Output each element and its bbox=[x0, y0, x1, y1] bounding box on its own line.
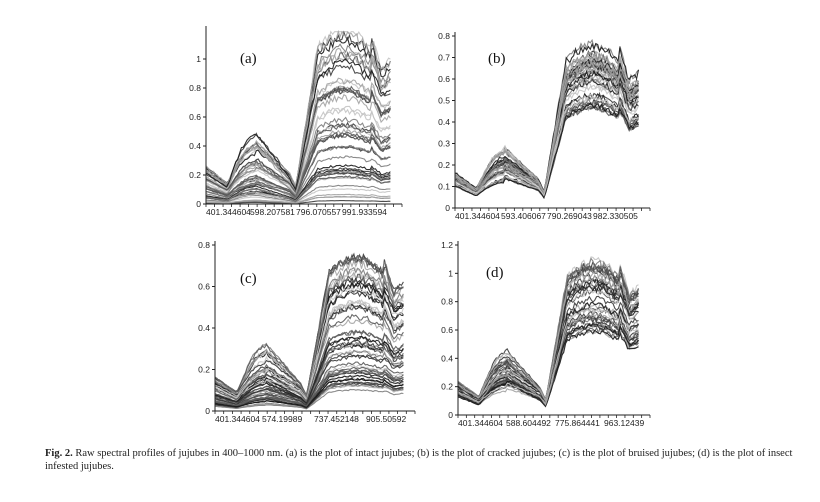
y-tick-label: 0.6 bbox=[441, 325, 453, 335]
y-tick-label: 1 bbox=[448, 268, 453, 278]
x-tick-label: 737.452148 bbox=[314, 414, 359, 424]
panel-label: (d) bbox=[486, 265, 504, 281]
x-tick-label: 401.344604 bbox=[458, 418, 503, 428]
x-tick-label: 588.604492 bbox=[506, 418, 551, 428]
y-tick-label: 0 bbox=[196, 199, 201, 209]
y-tick-label: 0.6 bbox=[189, 112, 201, 122]
y-tick-label: 0.8 bbox=[189, 83, 201, 93]
spectral-curve bbox=[205, 188, 391, 204]
spectral-curve bbox=[205, 85, 391, 194]
spectral-curve bbox=[454, 42, 640, 193]
x-tick-label: 574.19989 bbox=[262, 414, 302, 424]
y-tick-label: 0.8 bbox=[198, 240, 210, 250]
spectral-curve bbox=[205, 30, 391, 189]
spectral-curve bbox=[214, 298, 404, 402]
y-tick-label: 0.2 bbox=[438, 160, 450, 170]
x-tick-label: 963.12439 bbox=[604, 418, 644, 428]
panel-d: 0 0.2 0.4 0.6 0.8 1 1.2 401.344604 588.604492 775… bbox=[441, 240, 651, 428]
spectral-curve bbox=[215, 313, 404, 403]
x-tick-label: 982.330505 bbox=[593, 211, 638, 221]
panel-label: (a) bbox=[240, 51, 257, 67]
x-tick-label: 991.933594 bbox=[342, 207, 387, 217]
spectral-curve bbox=[205, 164, 391, 201]
y-tick-label: 0.5 bbox=[438, 96, 450, 106]
spectral-curve bbox=[457, 311, 639, 406]
y-tick-label: 0.6 bbox=[438, 74, 450, 84]
y-tick-label: 0.7 bbox=[438, 53, 450, 63]
spectral-curve bbox=[457, 322, 639, 408]
y-tick-label: 1.2 bbox=[441, 240, 453, 250]
y-tick-label: 0 bbox=[448, 410, 453, 420]
panel-a: 0 0.2 0.4 0.6 0.8 1 401.344604 598.207581 796.07… bbox=[189, 26, 403, 217]
spectral-curve bbox=[457, 262, 640, 401]
spectral-curve bbox=[205, 58, 391, 191]
y-tick-label: 0.4 bbox=[441, 353, 453, 363]
caption-text: Raw spectral profiles of jujubes in 400–… bbox=[45, 448, 793, 472]
x-tick-label: 905.50592 bbox=[366, 414, 406, 424]
spectral-curve bbox=[214, 374, 404, 408]
spectral-curve bbox=[214, 381, 404, 409]
x-tick-label: 796.070557 bbox=[296, 207, 341, 217]
y-tick-label: 0.4 bbox=[198, 323, 210, 333]
x-tick-label: 790.269043 bbox=[547, 211, 592, 221]
spectral-curve bbox=[206, 200, 391, 204]
spectral-curve bbox=[206, 145, 391, 199]
x-tick-label: 401.344604 bbox=[215, 414, 260, 424]
spectral-curve bbox=[454, 101, 639, 199]
y-tick-label: 0.8 bbox=[438, 31, 450, 41]
panel-b: 0 0.1 0.2 0.3 0.4 0.5 0.6 0.7 0.8 401.344604 593.4… bbox=[438, 31, 651, 221]
y-tick-label: 0.4 bbox=[438, 117, 450, 127]
spectral-curve bbox=[214, 361, 404, 407]
header-fragment: · · · · · · · · · · · · bbox=[440, 0, 800, 4]
x-tick-label: 593.406067 bbox=[501, 211, 546, 221]
y-tick-label: 0.2 bbox=[198, 365, 210, 375]
y-tick-label: 0.2 bbox=[441, 382, 453, 392]
spectral-curve bbox=[457, 263, 639, 402]
spectral-curve bbox=[457, 269, 639, 402]
y-tick-label: 0.8 bbox=[441, 297, 453, 307]
spectral-curve bbox=[205, 116, 391, 197]
y-tick-label: 0.1 bbox=[438, 182, 450, 192]
y-tick-label: 0.4 bbox=[189, 141, 201, 151]
x-tick-label: 401.344604 bbox=[206, 207, 251, 217]
spectral-curve bbox=[205, 170, 391, 202]
panel-label: (b) bbox=[488, 51, 506, 67]
spectral-curve bbox=[454, 84, 640, 197]
spectral-curve bbox=[205, 184, 391, 203]
spectral-curve bbox=[205, 107, 391, 196]
spectral-curve bbox=[214, 353, 404, 406]
figure-caption: Fig. 2. Raw spectral profiles of jujubes… bbox=[45, 447, 805, 473]
spectral-curve bbox=[454, 51, 639, 193]
y-tick-label: 0.2 bbox=[189, 170, 201, 180]
y-tick-label: 0.6 bbox=[198, 282, 210, 292]
y-tick-label: 1 bbox=[196, 54, 201, 64]
panel-label: (c) bbox=[240, 271, 257, 287]
spectral-curve bbox=[457, 264, 640, 402]
y-tick-label: 0.3 bbox=[438, 139, 450, 149]
y-tick-label: 0 bbox=[445, 203, 450, 213]
spectral-curve bbox=[205, 30, 391, 189]
y-tick-label: 0 bbox=[205, 406, 210, 416]
panel-c: 0 0.2 0.4 0.6 0.8 401.344604 574.19989 737.4521… bbox=[198, 240, 416, 424]
spectral-curve bbox=[214, 266, 404, 399]
caption-label: Fig. 2. bbox=[45, 448, 73, 459]
x-tick-label: 775.864441 bbox=[555, 418, 600, 428]
spectral-curve bbox=[205, 193, 391, 204]
spectral-curve bbox=[457, 263, 639, 402]
spectral-curve bbox=[214, 388, 404, 410]
x-tick-label: 598.207581 bbox=[250, 207, 295, 217]
x-tick-label: 401.344604 bbox=[455, 211, 500, 221]
spectral-curve bbox=[205, 29, 391, 188]
